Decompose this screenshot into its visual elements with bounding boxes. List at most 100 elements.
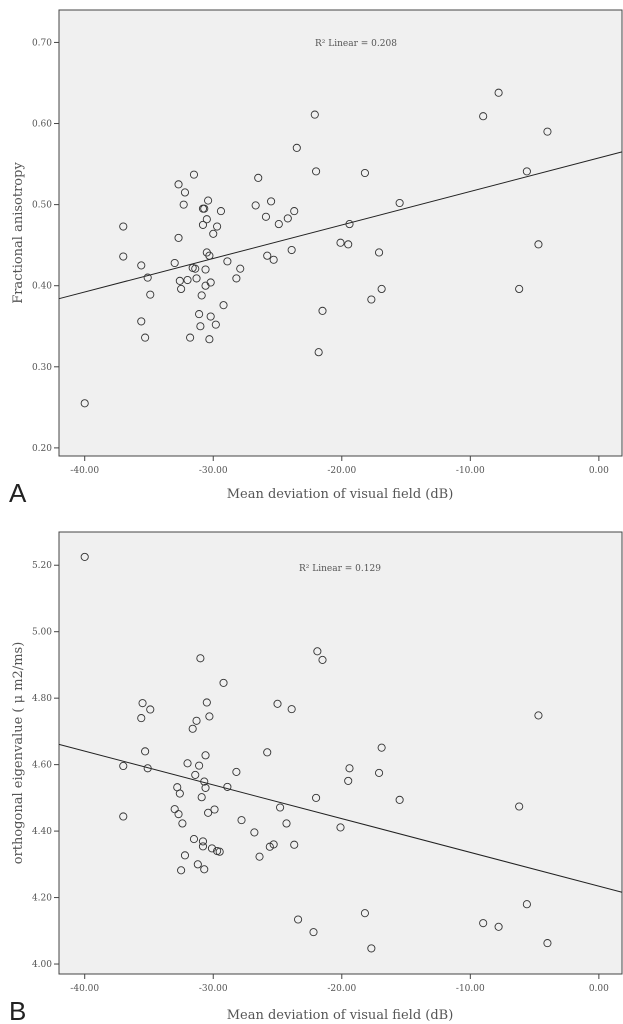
panel-a-data-point [197, 291, 206, 300]
panel-a-data-point [287, 245, 296, 255]
panel-a-x-axis-label: Mean deviation of visual field (dB) [227, 487, 454, 502]
panel-a-data-point [186, 333, 195, 342]
panel-b-x-tick-label: -20.00 [327, 984, 356, 994]
panel-a-data-point [198, 220, 208, 229]
panel-a-y-tick-label: 0.20 [32, 444, 52, 454]
panel-a-data-point [367, 295, 376, 304]
panel-b-data-point [200, 865, 209, 874]
panel-a-data-point [137, 317, 146, 326]
panel-b-data-point [543, 939, 552, 948]
panel-a-data-point [263, 251, 272, 260]
panel-a-data-point [174, 180, 183, 189]
panel-b-data-point [196, 654, 205, 663]
panel-a-data-point [80, 399, 89, 408]
panel-b-data-point [309, 928, 318, 937]
panel-a-data-point [141, 333, 150, 342]
panel-b-data-point [219, 678, 228, 687]
panel-a-data-point [515, 284, 524, 294]
panel-b-r2-annotation: R² Linear = 0.129 [299, 564, 381, 574]
panel-b-data-point [188, 724, 197, 733]
panel-a-data-point [336, 238, 345, 247]
panel-b-data-point [522, 900, 531, 909]
panel-a-data-point [189, 170, 199, 179]
panel-b-x-axis-label: Mean deviation of visual field (dB) [227, 1008, 454, 1023]
panel-b-y-tick-label: 5.00 [32, 628, 52, 638]
panel-a-data-point [543, 127, 552, 136]
panel-a-x-axis: -40.00 -30.00 -20.00 -10.00 0.00 [70, 456, 609, 476]
panel-a-data-point [201, 265, 210, 274]
panel-a-fit-line [58, 151, 623, 300]
panel-a-r2-annotation: R² Linear = 0.208 [315, 39, 397, 49]
panel-a-data-point [223, 257, 232, 266]
panel-a-data-point [290, 207, 299, 216]
panel-a-data-point [146, 290, 155, 299]
panel-a-data-point [175, 276, 184, 285]
panel-b-data-point [201, 751, 210, 760]
panel-b-data-point [175, 789, 184, 798]
panel-b-data-point [201, 783, 210, 792]
panel-b-data-point [515, 802, 524, 811]
panel-b-data-point [290, 840, 299, 849]
panel-b-plot-area [58, 531, 623, 975]
panel-b-data-point [294, 915, 303, 924]
panel-b-data-point [205, 712, 214, 721]
panel-a-data-point [191, 264, 200, 273]
panel-a-data-point [119, 252, 128, 261]
panel-a-data-point [170, 258, 179, 268]
panel-b-data-point [269, 840, 278, 849]
panel-a-data-point [174, 233, 183, 242]
panel-b-data-point [232, 767, 241, 776]
panel-b-data-point [204, 808, 213, 817]
panel-a-data-point [180, 188, 190, 197]
panel-b-x-axis: -40.00 -30.00 -20.00 -10.00 0.00 [70, 974, 609, 994]
panel-b-y-tick-label: 4.60 [32, 761, 52, 771]
panel-b-letter: B [9, 996, 26, 1024]
panel-a-data-point [211, 320, 220, 329]
panel-a-data-point [236, 264, 245, 273]
panel-b-data-point [223, 782, 232, 791]
panel-b-data-point [360, 909, 369, 918]
panel-a-x-tick-label: -10.00 [456, 466, 485, 476]
panel-b-data-point [189, 835, 199, 844]
panel-b-data-point [146, 705, 155, 714]
panel-a-y-tick-label: 0.70 [32, 38, 52, 48]
panel-b-x-tick-label: 0.00 [589, 984, 609, 994]
panel-b-data-point [344, 776, 353, 785]
panel-a-data-point [479, 112, 488, 121]
panel-b-data-point [318, 655, 327, 664]
panel-a-x-tick-label: -40.00 [70, 466, 99, 476]
panel-a-data-point [196, 322, 205, 331]
panel-a-data-point [205, 335, 214, 344]
panel-b-data-point [494, 922, 503, 931]
panel-a-data-point [345, 220, 354, 229]
panel-b-x-tick-label: -40.00 [70, 984, 99, 994]
panel-b-fit-line [58, 743, 623, 893]
panel-a-data-point [192, 274, 201, 283]
panel-a-data-point [292, 143, 301, 152]
panel-b-data-point [263, 748, 272, 757]
panel-b-y-tick-label: 4.80 [32, 694, 52, 704]
panel-a-data-point [269, 255, 278, 264]
panel-b-data-point [215, 847, 224, 856]
panel-b-data-point [177, 866, 186, 875]
panel-a-data-point [219, 301, 228, 310]
panel-a-data-point [360, 168, 369, 178]
panel-a-data-point [283, 214, 292, 223]
panel-b-chart: 4.00 4.20 4.40 4.60 4.80 5.00 5.20 -40.00 -30.0… [9, 531, 623, 1024]
panel-a-chart: 0.20 0.30 0.40 0.50 0.60 0.70 -40.00 -30.00 -20… [9, 9, 623, 508]
panel-b-y-tick-label: 4.40 [32, 827, 52, 837]
panel-a-data-point [251, 201, 260, 210]
panel-b-data-point [210, 805, 219, 814]
panel-a-data-point [143, 273, 152, 282]
panel-b-data-point [250, 828, 259, 837]
panel-b-data-point [178, 819, 187, 828]
panel-a-data-point [267, 197, 276, 206]
panel-b-data-point [174, 810, 183, 819]
panel-b-y-axis-label: orthogonal eigenvalue ( μ m2/ms) [11, 642, 26, 865]
panel-b-data-point [375, 768, 384, 777]
panel-a-data-point [375, 248, 384, 257]
panel-b-data-point [195, 761, 204, 770]
panel-b-y-axis: 4.00 4.20 4.40 4.60 4.80 5.00 5.20 [32, 561, 59, 970]
panel-b-data-point [237, 816, 246, 825]
